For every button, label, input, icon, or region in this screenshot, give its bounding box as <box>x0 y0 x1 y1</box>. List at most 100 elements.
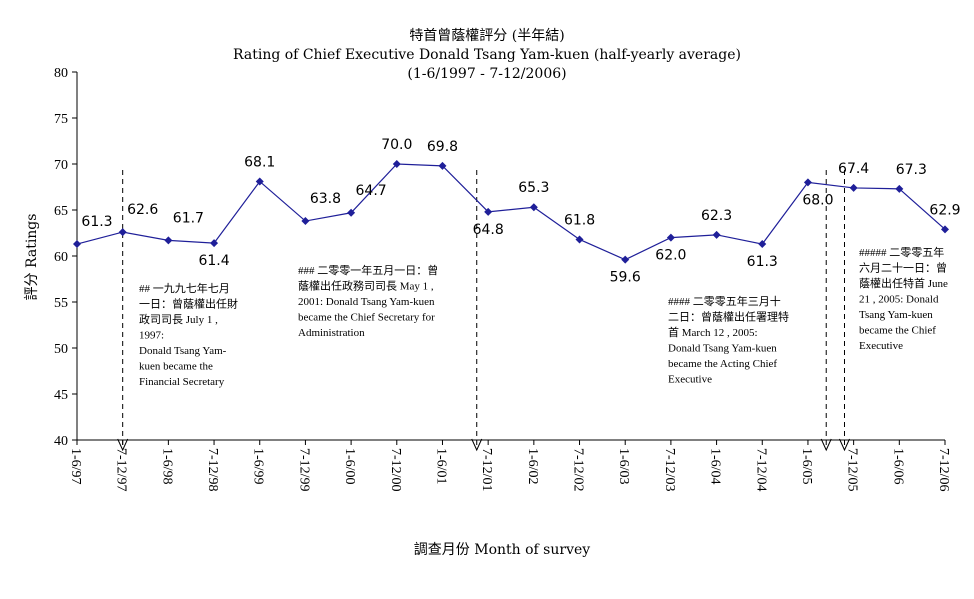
data-label: 62.6 <box>127 202 158 218</box>
annotation-line: 政司司長 July 1 , <box>139 312 218 326</box>
annotation-line: 2001: Donald Tsang Yam-kuen <box>298 296 435 308</box>
event-marker-arrowhead <box>839 438 850 452</box>
chart-title: 特首曾蔭權評分 (半年結) <box>409 28 564 44</box>
x-tick-label: 1-6/99 <box>251 448 266 485</box>
annotation-line: became the Chief Secretary for <box>298 312 435 324</box>
annotation-line: 21 , 2005: Donald <box>859 294 939 306</box>
annotation-3: #### 二零零五年三月十二日：曾蔭權出任署理特首 March 12 , 200… <box>668 294 789 386</box>
data-point <box>803 178 812 187</box>
x-tick-label: 1-6/97 <box>68 448 83 485</box>
event-marker-arrowhead <box>471 438 483 452</box>
x-tick-label: 7-12/05 <box>845 448 860 492</box>
x-tick-label: 1-6/05 <box>799 448 814 485</box>
data-label: 61.7 <box>173 210 204 226</box>
data-point <box>392 160 401 168</box>
annotation-line: 蔭權出任政務司司長 May 1 , <box>298 279 434 293</box>
y-tick-label: 70 <box>54 158 68 173</box>
data-label: 62.9 <box>929 202 960 218</box>
data-label: 67.4 <box>838 161 869 177</box>
data-label: 61.3 <box>747 254 778 270</box>
y-tick-label: 65 <box>54 204 68 219</box>
data-point <box>301 217 310 226</box>
data-point <box>575 235 584 244</box>
x-tick-label: 7-12/01 <box>479 448 494 492</box>
y-tick-label: 40 <box>54 434 68 449</box>
x-tick-label: 1-6/01 <box>433 448 448 485</box>
data-point <box>712 230 721 239</box>
annotation-line: Donald Tsang Yam- <box>139 345 227 357</box>
annotation-line: Executive <box>859 340 903 352</box>
x-tick-label: 7-12/00 <box>388 448 403 492</box>
data-label: 59.6 <box>610 270 641 286</box>
data-label: 62.3 <box>701 208 732 224</box>
annotation-line: kuen became the <box>139 361 213 373</box>
annotation-line: became the Acting Chief <box>668 358 777 370</box>
y-tick-label: 80 <box>54 66 68 81</box>
data-label: 63.8 <box>310 191 341 207</box>
y-tick-label: 45 <box>54 388 68 403</box>
annotation-line: Administration <box>298 327 365 339</box>
annotation-line: became the Chief <box>859 325 936 337</box>
x-tick-label: 7-12/97 <box>114 448 129 492</box>
data-point <box>347 208 356 217</box>
data-point <box>666 233 675 242</box>
annotation-2: ### 二零零一年五月一日：曾蔭權出任政務司司長 May 1 , 2001: Do… <box>298 263 438 339</box>
annotation-line: 蔭權出任特首 June <box>859 276 948 290</box>
annotations: ## 一九九七年七月一日：曾蔭權出任財政司司長 July 1 , 1997: Don… <box>139 245 948 388</box>
data-label: 61.3 <box>81 214 112 230</box>
data-label: 64.7 <box>356 183 387 199</box>
annotation-line: 二日：曾蔭權出任署理特 <box>668 310 789 324</box>
x-tick-label: 1-6/03 <box>616 448 631 485</box>
annotation-line: Tsang Yam-kuen <box>859 309 933 321</box>
annotation-line: 首 March 12 , 2005: <box>668 325 758 339</box>
data-point <box>438 161 447 170</box>
annotation-line: 一日：曾蔭權出任財 <box>139 297 238 311</box>
data-label: 65.3 <box>518 180 549 196</box>
x-tick-label: 7-12/06 <box>936 448 951 492</box>
chart-subtitle: Rating of Chief Executive Donald Tsang Y… <box>233 47 741 63</box>
data-point <box>895 184 904 193</box>
y-tick-label: 55 <box>54 296 68 311</box>
event-markers <box>117 170 850 452</box>
axes: 40 45 50 55 60 65 70 75 80 1-6/97 7-12/97 1-6/98 7-1… <box>54 66 951 492</box>
annotation-line: ### 二零零一年五月一日：曾 <box>298 263 438 277</box>
x-tick-label: 1-6/06 <box>890 448 905 485</box>
annotation-line: 1997: <box>139 330 164 342</box>
data-label: 68.0 <box>802 192 833 208</box>
annotation-line: Financial Secretary <box>139 376 225 388</box>
x-tick-label: 1-6/00 <box>342 448 357 485</box>
data-point <box>210 239 219 248</box>
data-label: 64.8 <box>473 222 504 238</box>
x-tick-label: 7-12/04 <box>753 448 768 492</box>
x-tick-label: 7-12/03 <box>662 448 677 492</box>
y-tick-label: 60 <box>54 250 68 265</box>
data-label: 61.8 <box>564 212 595 228</box>
y-axis-title: 評分 Ratings <box>24 214 40 301</box>
annotation-line: 六月二十一日：曾 <box>859 261 947 275</box>
annotation-line: ## 一九九七年七月 <box>139 281 230 295</box>
series-group: 61.3 62.6 61.7 61.4 68.1 63.8 64.7 70.0 69.8 64.8… <box>73 137 961 286</box>
series-line <box>76 163 946 261</box>
data-label: 62.0 <box>655 248 686 264</box>
y-tick-label: 50 <box>54 342 68 357</box>
data-point <box>941 225 949 234</box>
x-tick-label: 1-6/98 <box>159 448 174 485</box>
data-point <box>758 240 767 249</box>
data-label: 70.0 <box>381 137 412 153</box>
data-point <box>529 203 538 212</box>
data-label: 61.4 <box>198 253 229 269</box>
annotation-line: #### 二零零五年三月十 <box>668 294 781 308</box>
y-tick-label: 75 <box>54 112 68 127</box>
annotation-4: ##### 二零零五年六月二十一日：曾蔭權出任特首 June 21 , 2005:… <box>859 245 948 352</box>
x-tick-label: 1-6/02 <box>525 448 540 485</box>
data-point <box>164 236 173 245</box>
data-point <box>73 240 81 249</box>
data-point <box>621 255 630 264</box>
x-axis-title: 調查月份 Month of survey <box>414 542 590 558</box>
data-label: 69.8 <box>427 139 458 155</box>
chart-date-range: (1-6/1997 - 7-12/2006) <box>407 66 566 82</box>
data-point <box>484 207 493 216</box>
x-tick-label: 7-12/02 <box>571 448 586 492</box>
annotation-line: Donald Tsang Yam-kuen <box>668 343 777 355</box>
